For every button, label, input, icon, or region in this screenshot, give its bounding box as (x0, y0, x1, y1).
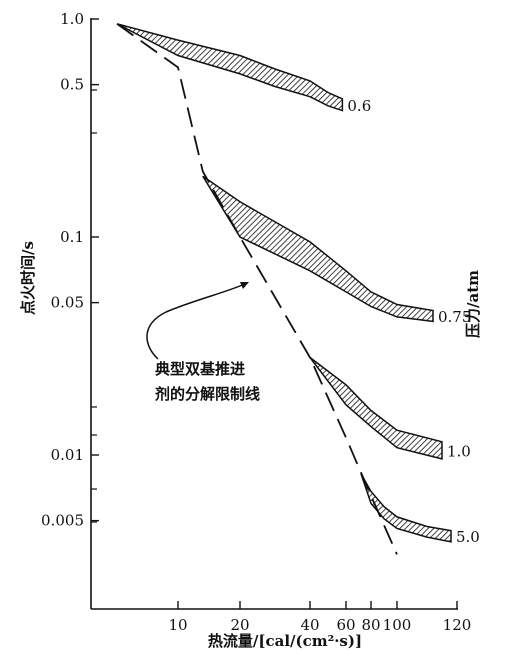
x-ticks: 10 20 40 60 80 100 120 (168, 601, 471, 634)
y-tick-label: 1.0 (60, 10, 84, 28)
annotation-line-1: 典型双基推进 (155, 360, 245, 378)
y-axis-title: 点火时间/s (19, 241, 37, 315)
series-bands: 0.6 0.75 1.0 5.0 (116, 23, 480, 546)
x-tick-label: 80 (361, 616, 380, 634)
series-label-pressure-5-0: 5.0 (456, 528, 480, 546)
band-pressure-1-0 (309, 356, 443, 460)
x-tick-label: 100 (383, 616, 412, 634)
series-label-pressure-1-0: 1.0 (447, 442, 471, 460)
band-pressure-0-75 (202, 175, 434, 323)
x-tick-label: 10 (168, 616, 187, 634)
band-pressure-0-6 (116, 23, 344, 112)
y-axis: 1.0 0.5 0.1 0.05 0.01 0.005 (41, 10, 99, 609)
x-tick-label: 120 (443, 616, 472, 634)
series-label-pressure-0-75: 0.75 (438, 308, 471, 326)
decomposition-limit-line (116, 23, 398, 555)
x-axis-title: 热流量/[cal/(cm²·s)] (208, 632, 362, 650)
y-ticks: 1.0 0.5 0.1 0.05 0.01 0.005 (41, 10, 99, 530)
x-axis: 10 20 40 60 80 100 120 (91, 601, 471, 634)
annotation-line-2: 剂的分解限制线 (155, 385, 260, 403)
y-tick-label: 0.01 (51, 446, 84, 464)
y-tick-label: 0.005 (41, 512, 84, 530)
x-tick-label: 20 (230, 616, 249, 634)
y-tick-label: 0.05 (51, 294, 84, 312)
pressure-axis-title: 压力/atm (464, 270, 482, 338)
y-tick-label: 0.5 (60, 76, 84, 94)
band-pressure-5-0 (360, 473, 452, 543)
y-tick-label: 0.1 (60, 228, 84, 246)
series-label-pressure-0-6: 0.6 (347, 97, 371, 115)
annotation: 典型双基推进 剂的分解限制线 (146, 282, 260, 403)
x-tick-label: 60 (336, 616, 355, 634)
x-tick-label: 40 (300, 616, 319, 634)
annotation-arrowhead (240, 282, 249, 289)
annotation-leader (146, 282, 248, 360)
